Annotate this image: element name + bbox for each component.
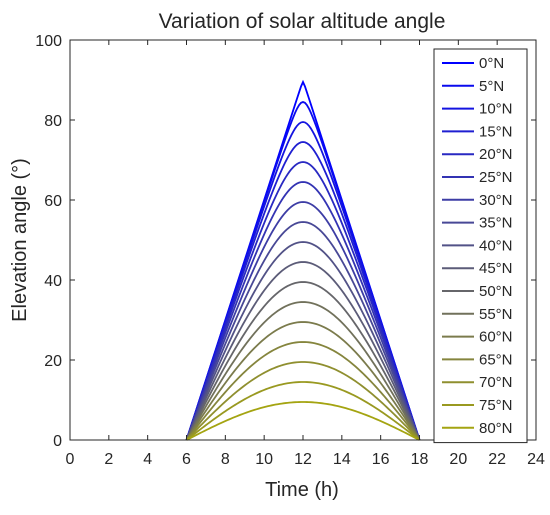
- series-line-15degn: [185, 141, 421, 441]
- legend-label: 65°N: [479, 351, 513, 368]
- legend-label: 70°N: [479, 374, 513, 391]
- y-tick-label: 0: [53, 433, 62, 450]
- x-tick-label: 22: [488, 451, 506, 468]
- y-tick-label: 100: [35, 33, 62, 50]
- legend-label: 10°N: [479, 101, 513, 118]
- series-line-60degn: [185, 321, 421, 441]
- series-line-70degn: [185, 361, 421, 441]
- x-tick-label: 16: [372, 451, 390, 468]
- series-line-55degn: [185, 301, 421, 441]
- y-tick-label: 80: [44, 113, 62, 130]
- series-line-35degn: [185, 221, 421, 441]
- x-axis-label: Time (h): [265, 479, 339, 501]
- series-line-20degn: [185, 161, 421, 441]
- legend-label: 15°N: [479, 123, 513, 140]
- y-tick-label: 20: [44, 353, 62, 370]
- x-tick-label: 12: [294, 451, 312, 468]
- legend-label: 60°N: [479, 329, 513, 346]
- y-tick-label: 40: [44, 273, 62, 290]
- legend-label: 55°N: [479, 306, 513, 323]
- x-tick-label: 8: [221, 451, 230, 468]
- series-line-25degn: [185, 181, 421, 441]
- series-layer: [185, 79, 421, 441]
- legend-label: 50°N: [479, 283, 513, 300]
- x-tick-label: 20: [449, 451, 467, 468]
- x-tick-label: 0: [66, 451, 75, 468]
- legend-label: 80°N: [479, 420, 513, 437]
- series-line-50degn: [185, 281, 421, 441]
- legend-label: 25°N: [479, 169, 513, 186]
- y-axis-label: Elevation angle (°): [9, 158, 31, 322]
- x-tick-label: 4: [143, 451, 152, 468]
- legend-label: 0°N: [479, 55, 504, 72]
- x-tick-label: 14: [333, 451, 351, 468]
- x-tick-label: 10: [255, 451, 273, 468]
- x-tick-label: 2: [104, 451, 113, 468]
- chart-title: Variation of solar altitude angle: [159, 10, 446, 33]
- legend: 0°N 5°N 10°N 15°N 20°N 25°N 30°N 35°N 40°N 45°N 50…: [433, 48, 528, 444]
- series-line-80degn: [186, 401, 420, 441]
- x-tick-label: 6: [182, 451, 191, 468]
- y-tick-label: 60: [44, 193, 62, 210]
- legend-label: 75°N: [479, 397, 513, 414]
- legend-label: 5°N: [479, 78, 504, 95]
- x-tick-label: 24: [527, 451, 545, 468]
- legend-label: 30°N: [479, 192, 513, 209]
- legend-label: 20°N: [479, 146, 513, 163]
- legend-label: 35°N: [479, 215, 513, 232]
- x-tick-label: 18: [411, 451, 429, 468]
- legend-label: 45°N: [479, 260, 513, 277]
- series-line-40degn: [185, 241, 421, 441]
- series-line-45degn: [185, 261, 421, 441]
- series-line-75degn: [185, 381, 421, 441]
- series-line-30degn: [185, 201, 421, 441]
- legend-label: 40°N: [479, 237, 513, 254]
- series-line-65degn: [185, 341, 421, 441]
